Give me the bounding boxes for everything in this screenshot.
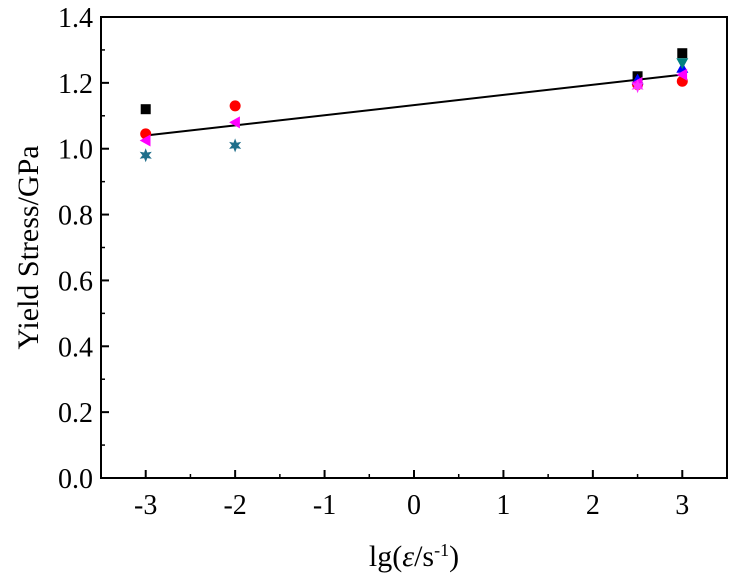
y-tick-label: 0.8 bbox=[58, 201, 93, 232]
fit-line-group bbox=[145, 73, 683, 137]
marker-star bbox=[229, 138, 242, 153]
fit-line bbox=[145, 73, 683, 137]
x-tick-label: 1 bbox=[496, 490, 510, 521]
x-axis-title-suffix: ) bbox=[449, 540, 459, 573]
y-tick-label: 1.0 bbox=[58, 135, 93, 166]
marker-triangle-left bbox=[676, 68, 688, 81]
y-tick-label: 1.4 bbox=[58, 3, 93, 34]
y-tick-label: 0.6 bbox=[58, 266, 93, 297]
x-axis-title: lg(ε/s-1) bbox=[369, 540, 459, 573]
marker-star bbox=[139, 148, 152, 163]
x-tick-label: -2 bbox=[223, 490, 246, 521]
x-axis-title-prefix: lg( bbox=[369, 540, 402, 573]
y-tick-label: 0.2 bbox=[58, 398, 93, 429]
y-tick-label: 0.0 bbox=[58, 464, 93, 495]
marker-triangle-left bbox=[229, 116, 240, 129]
marker-triangle-down bbox=[676, 58, 689, 70]
marker-square bbox=[677, 48, 688, 59]
axis-tick-labels: 0.0 0.2 0.4 0.6 0.8 1.0 1.2 1.4 -3 -2 -1 0 1 2 3 bbox=[58, 3, 689, 521]
data-markers bbox=[139, 48, 689, 163]
x-axis-title-symbol: ε bbox=[402, 540, 414, 573]
x-tick-label: 2 bbox=[586, 490, 600, 521]
axis-ticks bbox=[100, 16, 728, 479]
x-axis-title-middle: /s bbox=[414, 540, 434, 573]
x-tick-label: 3 bbox=[675, 490, 689, 521]
y-tick-label: 1.2 bbox=[58, 69, 93, 100]
marker-triangle-left bbox=[139, 134, 151, 147]
y-axis-title: Yield Stress/GPa bbox=[12, 145, 45, 349]
x-tick-label: -3 bbox=[134, 490, 157, 521]
x-axis-title-exponent: -1 bbox=[434, 540, 449, 560]
x-tick-label: 0 bbox=[407, 490, 421, 521]
x-tick-label: -1 bbox=[313, 490, 336, 521]
y-tick-label: 0.4 bbox=[58, 332, 93, 363]
marker-star bbox=[631, 79, 644, 94]
marker-square bbox=[140, 104, 151, 115]
marker-circle bbox=[229, 100, 241, 112]
